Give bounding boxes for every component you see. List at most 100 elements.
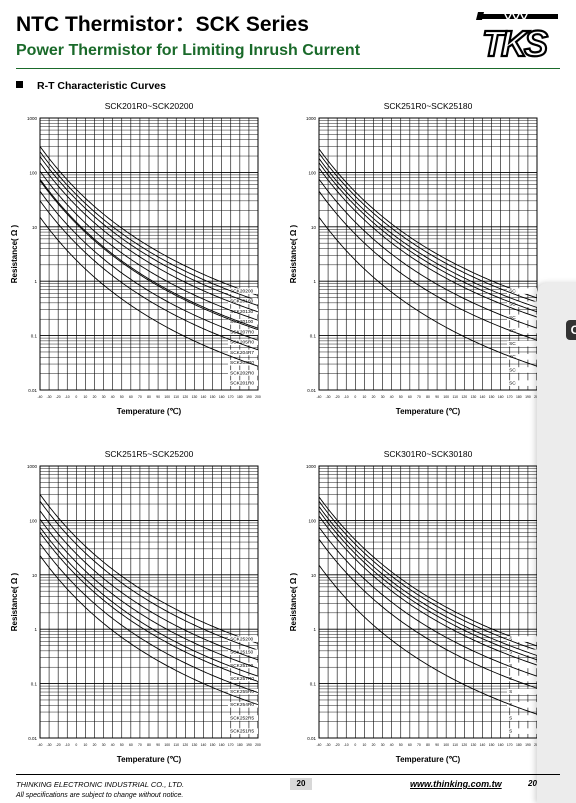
series-label: SCK201R0 [230,381,254,387]
series-label-bg [507,702,537,708]
x-tick-label: 30 [381,743,385,747]
x-tick-label: 180 [516,395,522,399]
series-curve [319,496,537,647]
x-tick-label: 130 [192,743,198,747]
x-tick-label: -40 [317,395,322,399]
footer-company: THINKING ELECTRONIC INDUSTRIAL CO., LTD. [16,780,185,789]
series-curve [319,178,537,329]
x-tick-label: 80 [147,743,151,747]
x-tick-label: 100 [443,395,449,399]
logo-text: TKS [482,23,548,64]
x-tick-label: 60 [408,395,412,399]
x-tick-label: 130 [471,395,477,399]
x-tick-label: 50 [120,743,124,747]
series-curve [319,506,537,656]
x-tick-label: 110 [453,743,459,747]
x-tick-label: 160 [219,743,225,747]
x-tick-label: 30 [102,743,106,747]
y-tick-label: 0.1 [31,682,38,687]
x-tick-label: 120 [461,395,467,399]
x-tick-label: 70 [138,395,142,399]
x-tick-label: 90 [156,743,160,747]
x-tick-label: 20 [372,743,376,747]
series-label-bg [228,702,258,708]
series-curve [40,200,258,351]
series-curve [319,167,537,318]
x-axis-label: Temperature (℃) [117,755,182,764]
footer-url[interactable]: www.thinking.com.tw [410,779,502,789]
rt-chart-3: SCK251R5~SCK25200 1000 100 10 1 0.1 0.01 -40 -30… [8,446,278,766]
x-tick-label: 20 [372,395,376,399]
y-axis-label: Resistance( Ω ) [10,572,19,631]
x-tick-label: 120 [182,743,188,747]
x-tick-label: 180 [237,395,243,399]
x-tick-label: -10 [344,743,349,747]
y-tick-label: 0.1 [31,334,38,339]
y-tick-label: 1 [313,627,316,632]
x-tick-label: 150 [489,395,495,399]
series-label-bg [507,380,537,386]
series-curve [40,494,258,644]
chart-title: SCK301R0~SCK30180 [384,449,473,459]
series-label-bg [228,688,258,695]
x-tick-label: 10 [84,743,88,747]
series-label-bg [507,728,537,734]
x-tick-label: 150 [210,395,216,399]
x-tick-label: 160 [498,743,504,747]
series-label: SCK252R5 [230,715,254,721]
series-label: SCK203R0 [230,360,254,366]
series-curve [40,146,258,296]
series-label-bg [228,662,258,669]
series-label-bg [507,675,537,682]
y-axis-label: Resistance( Ω ) [289,572,298,631]
x-tick-label: 0 [75,743,77,747]
x-tick-label: 10 [84,395,88,399]
x-tick-label: 80 [147,395,151,399]
series-curve [319,515,537,666]
series-label-bg [228,675,258,682]
x-tick-label: 110 [174,395,180,399]
x-axis-label: Temperature (℃) [396,407,461,416]
viewer-side-panel[interactable] [537,283,576,803]
x-tick-label: 200 [255,743,261,747]
series-label-bg [507,662,537,669]
series-label: SC [509,381,516,387]
x-tick-label: 190 [246,395,252,399]
series-label: SC [509,315,516,321]
series-label-bg [228,370,258,376]
series-label: SCK25150 [230,650,254,656]
section-heading-text: R-T Characteristic Curves [37,80,166,92]
footer-divider [16,774,560,775]
x-tick-label: 130 [471,743,477,747]
x-tick-label: 200 [255,395,261,399]
y-tick-label: 1 [313,279,316,284]
series-label: S [509,689,512,695]
chart-title: SCK251R5~SCK25200 [105,449,194,459]
x-tick-label: 140 [480,395,486,399]
series-curve [40,532,258,682]
x-tick-label: 120 [182,395,188,399]
series-label-bg [228,728,258,734]
series-label: SCK251R5 [230,729,254,735]
series-label: S [509,663,512,669]
x-tick-label: 170 [228,743,234,747]
tks-logo: TKS [476,10,558,64]
x-tick-label: 0 [75,395,77,399]
y-tick-label: 0.1 [310,682,317,687]
series-label: SC [509,341,516,347]
x-tick-label: 180 [237,743,243,747]
x-tick-label: -10 [65,395,70,399]
x-tick-label: 40 [390,743,394,747]
x-tick-label: 70 [138,743,142,747]
series-curve [40,162,258,313]
viewer-panel-icon[interactable]: C [566,320,576,340]
x-tick-label: -30 [326,743,331,747]
y-axis-label: Resistance( Ω ) [10,224,19,283]
series-label-bg [507,301,537,308]
series-label-bg [507,636,537,642]
plot-frame [39,465,259,739]
series-label: S [509,650,512,656]
